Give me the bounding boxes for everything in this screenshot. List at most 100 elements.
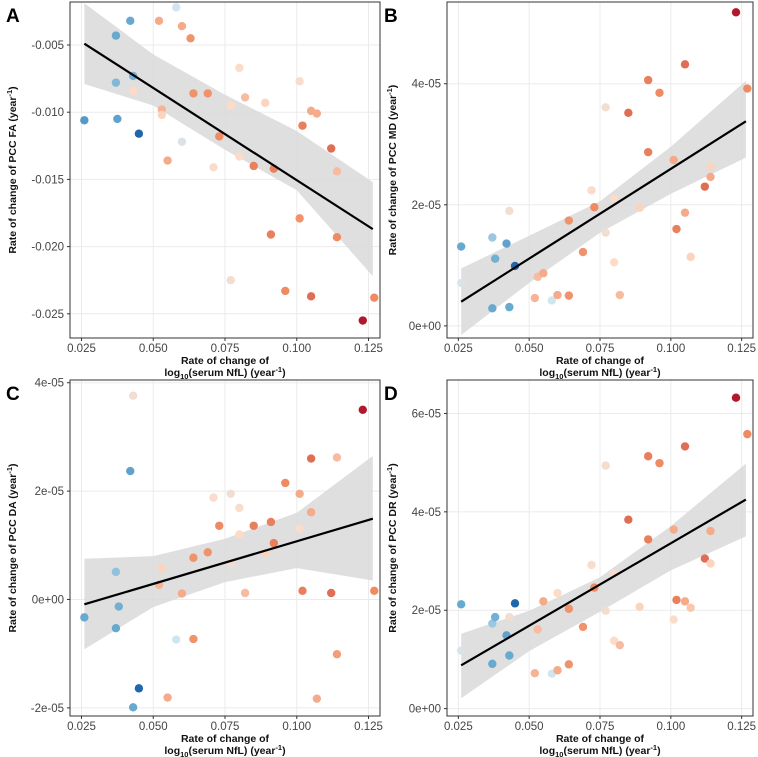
y-axis-label-text: Rate of change of PCC DR (year	[387, 473, 399, 632]
data-point	[209, 493, 218, 502]
x-tick-label: 0.025	[67, 343, 96, 355]
data-point	[332, 650, 342, 659]
data-point	[655, 458, 664, 468]
data-point	[553, 290, 562, 300]
regression-line	[84, 517, 374, 606]
y-axis-label-superscript: -1	[5, 467, 14, 474]
data-point	[240, 93, 250, 102]
data-point	[126, 466, 135, 476]
panel-letter: C	[6, 384, 20, 405]
data-point	[281, 478, 290, 488]
data-point	[128, 391, 138, 400]
data-point	[157, 564, 167, 573]
x-axis-label-line2: log10(serum NfL) (year-1)	[539, 365, 660, 381]
data-point	[235, 530, 244, 539]
data-point	[578, 247, 588, 257]
data-point	[624, 108, 633, 117]
x-axis-label-close: )	[657, 745, 661, 757]
data-point	[743, 429, 752, 439]
y-tick-label: 0e+00	[409, 704, 441, 716]
data-point	[332, 167, 342, 176]
data-point	[128, 86, 138, 95]
data-point	[111, 567, 121, 577]
data-point	[731, 8, 741, 17]
data-point	[539, 597, 548, 606]
x-axis-label-line1: Rate of change of	[556, 733, 645, 745]
data-point	[706, 526, 715, 536]
y-tick-label: -2e-05	[31, 703, 64, 715]
x-tick-label: 0.075	[211, 721, 240, 733]
regression-line	[460, 120, 747, 303]
data-point	[672, 595, 681, 605]
data-point	[298, 586, 307, 596]
data-point	[189, 634, 198, 644]
data-point	[564, 216, 574, 225]
data-point	[128, 703, 138, 712]
x-axis-label-close: )	[282, 745, 286, 757]
data-point	[80, 116, 89, 125]
data-point	[177, 137, 187, 146]
data-point	[260, 98, 270, 108]
data-point	[312, 694, 322, 703]
data-point	[189, 89, 198, 98]
data-point	[295, 214, 304, 223]
x-tick-label: 0.075	[586, 343, 615, 355]
data-point	[189, 553, 198, 562]
data-point	[680, 208, 690, 217]
y-tick-label: -0.010	[31, 107, 64, 119]
data-point	[669, 155, 678, 165]
x-axis-label-superscript: -1	[275, 743, 282, 752]
data-point	[312, 109, 322, 118]
data-point	[209, 163, 218, 172]
x-tick-label: 0.075	[586, 721, 615, 733]
x-axis-label-superscript: -1	[650, 365, 657, 374]
x-tick-label: 0.050	[515, 721, 544, 733]
x-axis-label-subscript: 10	[180, 372, 188, 381]
data-point	[327, 588, 336, 598]
data-point	[488, 304, 497, 313]
data-point	[505, 612, 514, 622]
x-tick-label: 0.025	[67, 721, 96, 733]
data-point	[490, 254, 500, 263]
x-tick-label: 0.050	[139, 721, 168, 733]
data-point	[157, 110, 167, 120]
data-point	[700, 182, 710, 191]
data-point	[126, 16, 135, 26]
panel-d: 0.025 0.050 0.075 0.100 0.125 0e+00 2e-05 4e-05…	[384, 379, 756, 757]
data-point	[370, 586, 379, 596]
x-axis-label-close: )	[282, 367, 286, 379]
y-axis-label: Rate of change of PCC DR (year-1)	[385, 463, 399, 632]
data-point	[298, 121, 307, 130]
x-tick-label: 0.075	[211, 343, 240, 355]
data-point	[456, 278, 466, 288]
data-point	[601, 228, 610, 237]
data-point	[113, 114, 122, 124]
data-point	[488, 233, 497, 242]
x-axis-label-log: log	[164, 745, 180, 757]
data-point	[488, 619, 497, 628]
data-point	[686, 252, 695, 262]
x-axis-label-line2: log10(serum NfL) (year-1)	[164, 743, 285, 757]
data-point	[456, 600, 466, 609]
data-point	[235, 152, 244, 161]
y-tick-label: -0.015	[31, 174, 64, 186]
data-point	[490, 612, 500, 622]
data-point	[111, 31, 121, 40]
data-point	[332, 233, 342, 242]
data-point	[615, 290, 625, 300]
data-point	[456, 242, 466, 251]
x-axis-label-subscript: 10	[555, 372, 563, 381]
data-point	[306, 292, 316, 301]
x-axis-label-subscript: 10	[180, 750, 188, 757]
data-point	[295, 524, 304, 533]
y-axis-label-close: )	[7, 86, 19, 90]
data-point	[564, 291, 574, 300]
data-point	[643, 452, 653, 461]
data-point	[502, 239, 511, 248]
x-tick-label: 0.100	[656, 343, 685, 355]
y-axis-label-close: )	[387, 85, 399, 89]
data-point	[114, 602, 123, 611]
data-point	[706, 162, 715, 171]
y-axis-label-text: Rate of change of PCC DA (year	[7, 474, 19, 633]
data-point	[635, 203, 644, 213]
